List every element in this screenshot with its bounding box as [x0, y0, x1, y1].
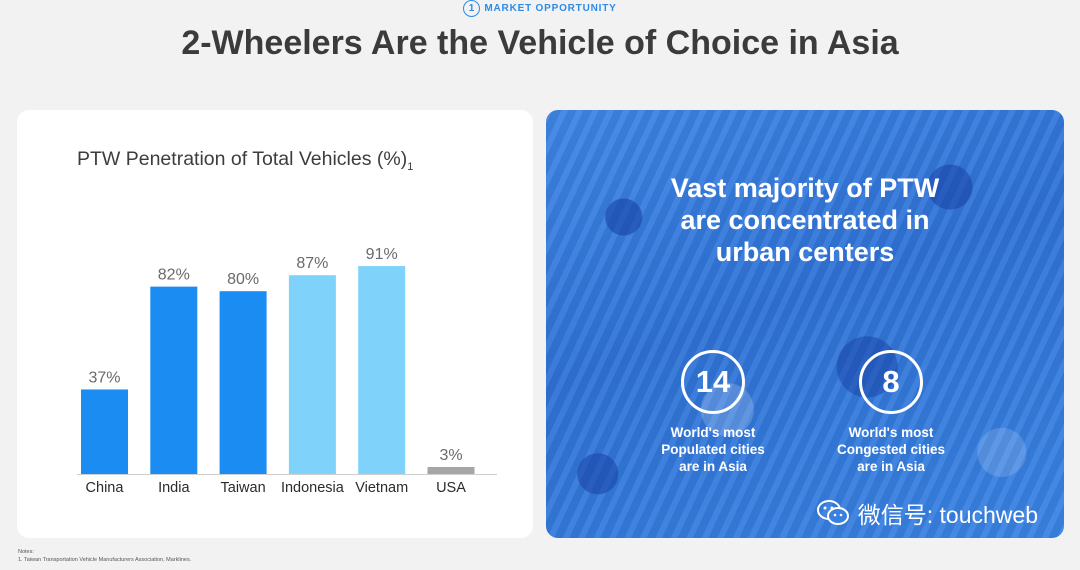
stat-caption-line: World's most [848, 425, 934, 440]
stat-caption-line: are in Asia [857, 459, 925, 474]
stat-caption-line: World's most [670, 425, 756, 440]
chart-title-footnote: 1 [407, 160, 414, 173]
panel-heading-line: Vast majority of PTW [670, 173, 940, 203]
data-label: 82% [158, 267, 190, 284]
stat-value: 8 [859, 350, 923, 414]
data-label: 91% [366, 246, 398, 263]
stat-caption-line: Populated cities [661, 442, 765, 457]
wechat-icon [816, 500, 849, 525]
category-label: India [158, 480, 190, 496]
stat-populated-cities: 14 World's most Populated cities are in … [623, 350, 803, 475]
section-tag: 1 MARKET OPPORTUNITY [0, 0, 1080, 17]
chart-title-text: PTW Penetration of Total Vehicles (%) [77, 148, 408, 170]
stat-congested-cities: 8 World's most Congested cities are in A… [801, 350, 981, 475]
footnotes: Notes: 1. Taiwan Transportation Vehicle … [18, 548, 191, 564]
bar-india [150, 286, 198, 474]
section-number: 1 [463, 0, 481, 17]
watermark: 微信号: touchweb [816, 496, 1038, 530]
stat-caption: World's most Congested cities are in Asi… [801, 424, 981, 475]
bar-usa [427, 467, 475, 474]
data-label: 80% [227, 271, 259, 288]
category-label: Taiwan [221, 480, 266, 496]
category-label: USA [436, 480, 466, 496]
data-label: 3% [439, 447, 462, 464]
bar-indonesia [288, 275, 336, 474]
bar-chart: 37% China 82% India 80% Taiwan 87% Indonesia 91%… [77, 246, 497, 496]
section-label: MARKET OPPORTUNITY [484, 3, 617, 14]
bar-china [81, 389, 128, 474]
note-item: 1. Taiwan Transportation Vehicle Manufac… [18, 557, 192, 563]
category-label: Indonesia [281, 480, 345, 496]
panel-heading: Vast majority of PTW are concentrated in… [546, 172, 1064, 268]
chart-title: PTW Penetration of Total Vehicles (%)1 [77, 148, 413, 173]
urban-traffic-panel: Vast majority of PTW are concentrated in… [546, 110, 1064, 538]
stat-caption-line: are in Asia [679, 459, 747, 474]
notes-label: Notes: [18, 549, 34, 555]
panel-heading-line: urban centers [715, 237, 895, 267]
stat-caption-line: Congested cities [836, 442, 946, 457]
data-label: 87% [296, 255, 328, 272]
panel-heading-line: are concentrated in [680, 205, 930, 235]
stat-value: 14 [681, 350, 745, 414]
category-label: Vietnam [355, 480, 408, 496]
watermark-text: 微信号: touchweb [857, 502, 1038, 528]
data-label: 37% [88, 369, 120, 386]
bar-vietnam [358, 266, 406, 474]
stat-caption: World's most Populated cities are in Asi… [623, 424, 803, 475]
chart-card: 37% China 82% India 80% Taiwan 87% Indonesia 91%… [17, 110, 533, 538]
category-label: China [86, 480, 125, 496]
bar-taiwan [219, 291, 267, 474]
page-title: 2-Wheelers Are the Vehicle of Choice in … [181, 24, 899, 62]
